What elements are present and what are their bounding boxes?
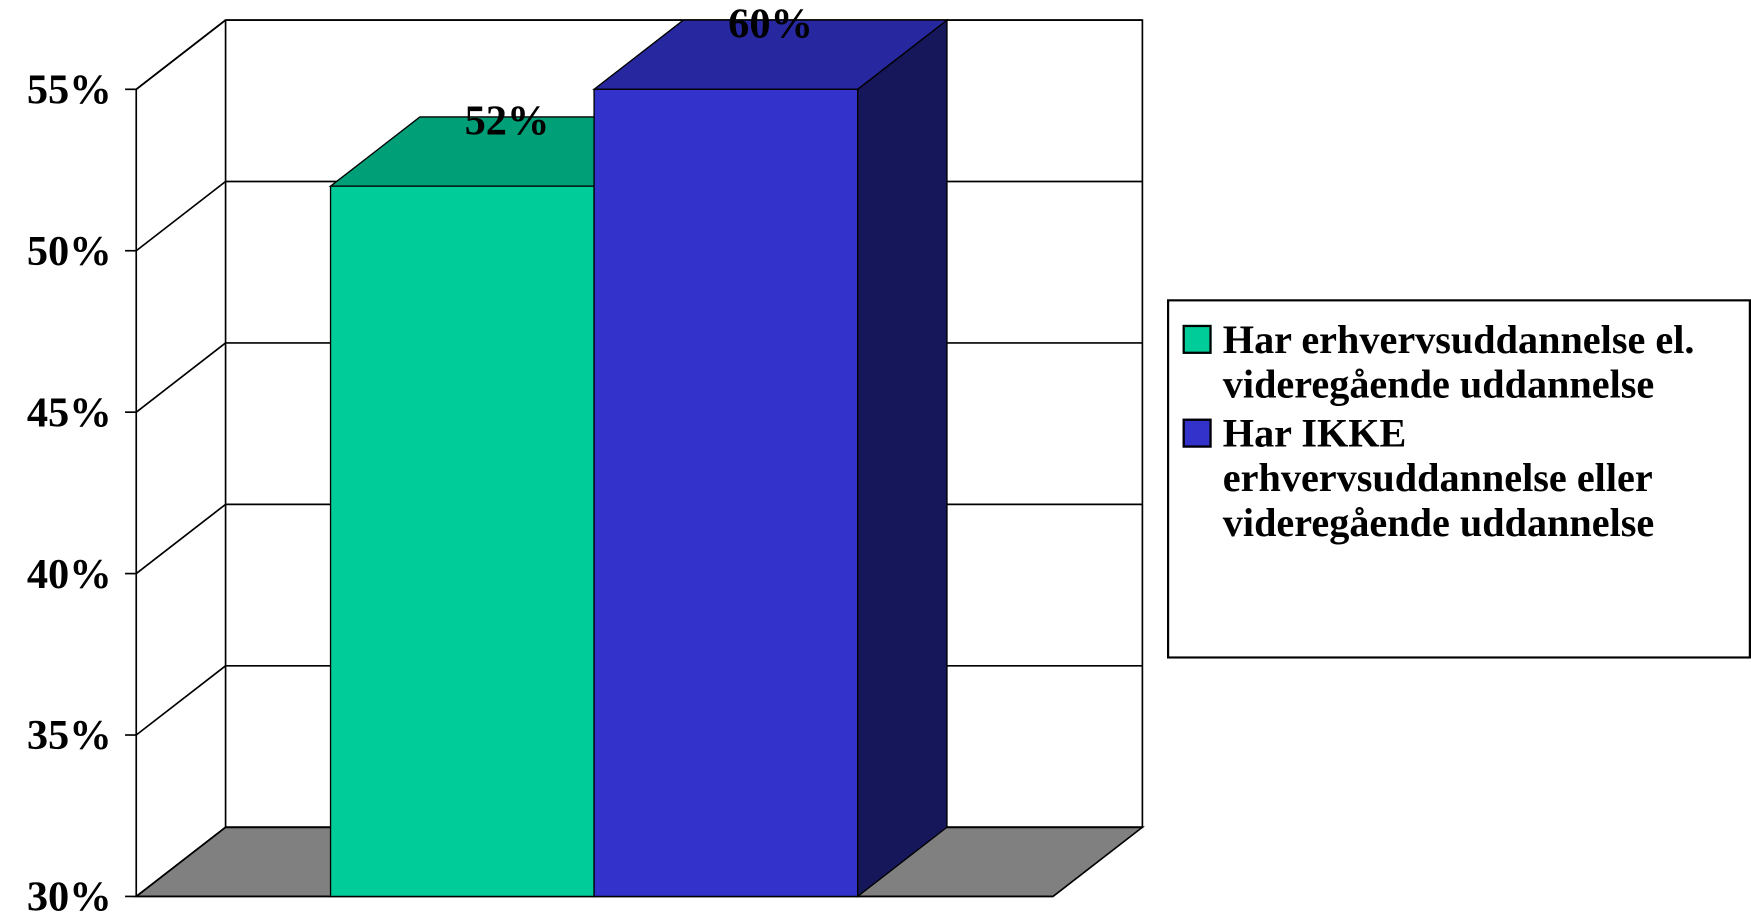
y-tick-label: 50%	[27, 228, 112, 275]
data-label: 52%	[465, 98, 550, 145]
legend-box: Har erhvervsuddannelse el. videregående …	[1166, 299, 1751, 659]
legend-item: Har erhvervsuddannelse el. videregående …	[1182, 317, 1740, 407]
grid-line	[135, 342, 227, 413]
y-tick-label: 55%	[27, 67, 112, 114]
data-label: 60%	[728, 1, 813, 48]
grid-line	[135, 503, 227, 575]
grid-line	[135, 665, 227, 736]
legend: Har erhvervsuddannelse el. videregående …	[1166, 299, 1751, 659]
grid-line	[135, 19, 227, 90]
y-tick-label: 35%	[27, 712, 112, 759]
y-tick-label: 40%	[27, 551, 112, 598]
bar-side	[856, 18, 948, 898]
y-tick-label: 30%	[27, 874, 112, 921]
legend-swatch	[1182, 324, 1212, 354]
legend-label: Har IKKE erhvervsuddannelse eller videre…	[1222, 410, 1655, 545]
grid-line	[135, 180, 227, 252]
legend-label: Har erhvervsuddannelse el. videregående …	[1222, 317, 1695, 407]
legend-item: Har IKKE erhvervsuddannelse eller videre…	[1182, 410, 1740, 545]
legend-swatch	[1182, 418, 1212, 448]
bar	[329, 185, 595, 898]
grid-line	[135, 826, 227, 898]
bar	[593, 88, 859, 898]
y-tick-label: 45%	[27, 389, 112, 436]
